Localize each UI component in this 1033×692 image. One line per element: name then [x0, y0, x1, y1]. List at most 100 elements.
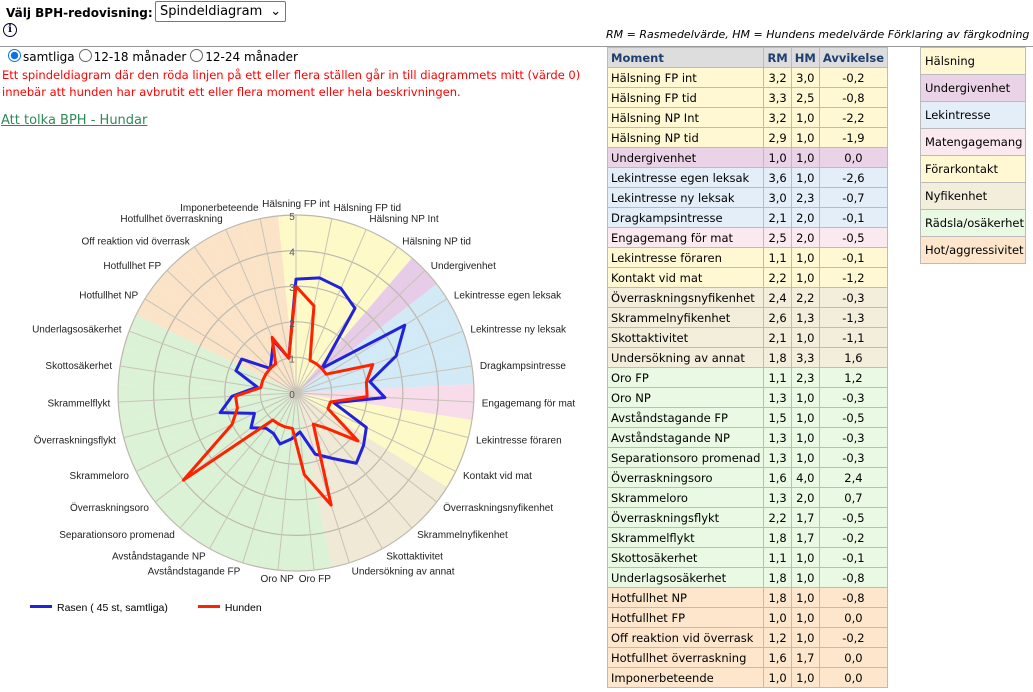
- category-sector: [118, 383, 296, 420]
- warning-text: Ett spindeldiagram där den röda linjen p…: [2, 68, 581, 99]
- deviation-cell: -0,2: [818, 67, 889, 88]
- table-row: Skottosäkerhet 1,1 1,0 -0,1: [606, 547, 889, 568]
- legend-label: Rasen ( 45 st, samtliga): [57, 602, 168, 614]
- deviation-cell: -0,1: [818, 247, 889, 268]
- category-sector: [296, 237, 412, 393]
- grid-spoke: [225, 229, 297, 394]
- tick-label: 0: [289, 390, 295, 401]
- deviation-cell: 2,4: [818, 467, 889, 488]
- moment-cell: Hälsning FP tid: [606, 87, 765, 108]
- radio-button[interactable]: [78, 49, 92, 62]
- hm-cell: 1,0: [790, 447, 820, 468]
- grid-spoke: [118, 392, 297, 403]
- moment-cell: Skrammelnyfikenhet: [606, 307, 765, 328]
- grid-spoke: [123, 392, 297, 439]
- grid-spoke: [295, 330, 464, 394]
- column-header: Avvikelse: [818, 47, 889, 68]
- rm-cell: 3,6: [763, 167, 792, 188]
- moment-cell: Lekintresse föraren: [606, 247, 765, 268]
- rm-cell: 3,2: [763, 67, 792, 88]
- table-row: Skrammeloro 1,3 2,0 0,7: [606, 487, 889, 508]
- deviation-cell: -0,5: [818, 507, 889, 528]
- grid-spoke: [144, 298, 297, 394]
- moment-cell: Lekintresse ny leksak: [606, 187, 765, 208]
- table-row: Hotfullhet överraskning 1,6 1,7 0,0: [606, 647, 889, 668]
- deviation-cell: -0,3: [818, 387, 889, 408]
- radio-2[interactable]: 12-24 månader: [190, 49, 298, 64]
- chart-legend: Rasen ( 45 st, samtliga) Hunden: [30, 602, 262, 614]
- moment-cell: Hotfullhet överraskning: [606, 647, 765, 668]
- hm-cell: 1,0: [790, 127, 820, 148]
- deviation-cell: -0,1: [818, 207, 889, 228]
- column-header: HM: [790, 47, 820, 68]
- axis-label: Oro NP: [261, 574, 295, 585]
- radio-button[interactable]: [190, 49, 204, 62]
- rm-cell: 1,6: [763, 647, 792, 668]
- info-icon[interactable]: i: [3, 23, 17, 37]
- radio-1[interactable]: 12-18 månader: [78, 49, 186, 64]
- axis-label: Avståndstagande NP: [112, 551, 206, 563]
- axis-label: Hälsning FP tid: [333, 203, 401, 214]
- table-row: Överraskningsflykt 2,2 1,7 -0,5: [606, 507, 889, 528]
- moment-cell: Skrammeloro: [606, 487, 765, 508]
- grid-spoke: [295, 392, 469, 439]
- rm-cell: 1,0: [763, 607, 792, 628]
- grid-spoke: [179, 392, 297, 529]
- moment-cell: Lekintresse egen leksak: [606, 167, 765, 188]
- table-row: Hotfullhet NP 1,8 1,0 -0,8: [606, 587, 889, 608]
- grid-spoke: [242, 392, 297, 563]
- moment-cell: Avståndstagande NP: [606, 427, 765, 448]
- table-row: Engagemang för mat 2,5 2,0 -0,5: [606, 227, 889, 248]
- deviation-cell: 1,2: [818, 367, 889, 388]
- deviation-cell: -0,5: [818, 227, 889, 248]
- moment-cell: Skrammelflykt: [606, 527, 765, 548]
- legend-item: Undergivenhet: [920, 75, 1026, 102]
- axis-label: Undergivenhet: [431, 261, 496, 272]
- moment-cell: Skottaktivitet: [606, 327, 765, 348]
- table-row: Lekintresse ny leksak 3,0 2,3 -0,7: [606, 187, 889, 208]
- hm-cell: 2,2: [790, 287, 820, 308]
- deviation-cell: -0,5: [818, 407, 889, 428]
- axis-label: Imponerbeteende: [180, 203, 259, 214]
- category-sector: [136, 284, 296, 393]
- rm-cell: 2,5: [763, 227, 792, 248]
- category-sector: [296, 215, 350, 393]
- grid-spoke: [295, 298, 448, 394]
- table-row: Dragkampsintresse 2,1 2,0 -0,1: [606, 207, 889, 228]
- axis-label: Separationsoro promenad: [59, 530, 175, 541]
- deviation-cell: 0,0: [818, 647, 889, 668]
- hm-cell: 2,3: [790, 187, 820, 208]
- grid-spoke: [128, 330, 297, 394]
- report-type-select[interactable]: Spindeldiagram ⌄: [155, 1, 287, 22]
- moment-cell: Överraskningsnyfikenhet: [606, 287, 765, 308]
- moment-table: Moment RM HM Avvikelse Hälsning FP int 3,2 3,0…: [606, 47, 889, 688]
- axis-label: Hotfullhet överraskning: [120, 214, 222, 225]
- category-sector: [225, 393, 296, 568]
- table-row: Lekintresse egen leksak 3,6 1,0 -2,6: [606, 167, 889, 188]
- moment-cell: Hälsning FP int: [606, 67, 765, 88]
- hm-cell: 1,7: [790, 507, 820, 528]
- legend-label: Hunden: [224, 602, 262, 614]
- rm-cell: 1,6: [763, 467, 792, 488]
- hm-cell: 1,0: [790, 327, 820, 348]
- rm-cell: 3,0: [763, 187, 792, 208]
- rm-cell: 1,8: [763, 527, 792, 548]
- radio-0[interactable]: samtliga: [8, 49, 75, 64]
- moment-cell: Hälsning NP tid: [606, 127, 765, 148]
- moment-cell: Off reaktion vid överrask: [606, 627, 765, 648]
- age-filter: samtliga 12-18 månader 12-24 månader: [8, 49, 298, 64]
- rm-cell: 1,3: [763, 487, 792, 508]
- category-sector: [296, 393, 367, 568]
- grid-spoke: [193, 246, 297, 394]
- dog-series-line: [181, 284, 375, 507]
- radio-button[interactable]: [8, 49, 21, 62]
- help-link[interactable]: Att tolka BPH - Hundar: [1, 113, 148, 128]
- category-sector: [260, 393, 296, 571]
- deviation-cell: -2,6: [818, 167, 889, 188]
- hm-cell: 1,0: [790, 267, 820, 288]
- axis-label: Lekintresse egen leksak: [454, 291, 562, 302]
- table-row: Underlagsosäkerhet 1,8 1,0 -0,8: [606, 567, 889, 588]
- grid-spoke: [209, 392, 297, 549]
- hm-cell: 2,5: [790, 87, 820, 108]
